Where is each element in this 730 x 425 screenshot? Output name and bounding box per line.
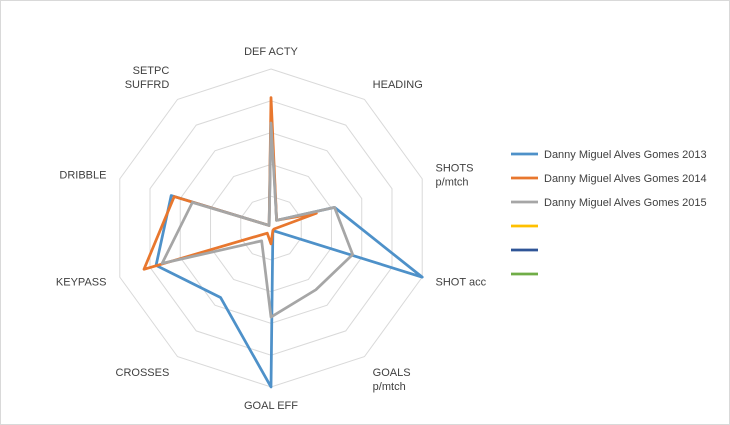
- axis-label-10: SETPC SUFFRD: [125, 65, 170, 91]
- series-line-3: [160, 121, 355, 319]
- axis-label-1: DEF ACTY: [244, 46, 298, 58]
- axis-label-4: SHOT acc: [436, 276, 487, 288]
- axis-label-9: DRIBBLE: [59, 170, 106, 182]
- series-line-1: [154, 112, 424, 389]
- axis-labels: DEF ACTY HEADING SHOTS p/mtch SHOT acc GOALS p…: [56, 46, 487, 412]
- legend-label-1: Danny Miguel Alves Gomes 2013: [544, 149, 707, 161]
- axis-label-8: KEYPASS: [56, 276, 107, 288]
- axis-label-6: GOAL EFF: [244, 400, 298, 412]
- legend-label-3: Danny Miguel Alves Gomes 2015: [544, 197, 707, 209]
- axis-label-2: HEADING: [373, 79, 423, 91]
- axis-label-5: GOALS p/mtch: [373, 367, 411, 393]
- axis-label-7: CROSSES: [116, 367, 170, 379]
- radar-series: [142, 96, 424, 389]
- grid-ring-1: [240, 195, 302, 261]
- legend: Danny Miguel Alves Gomes 2013 Danny Migue…: [511, 149, 707, 276]
- series-line-2: [142, 96, 318, 271]
- legend-label-2: Danny Miguel Alves Gomes 2014: [544, 173, 707, 185]
- axis-label-3: SHOTS p/mtch: [436, 163, 474, 189]
